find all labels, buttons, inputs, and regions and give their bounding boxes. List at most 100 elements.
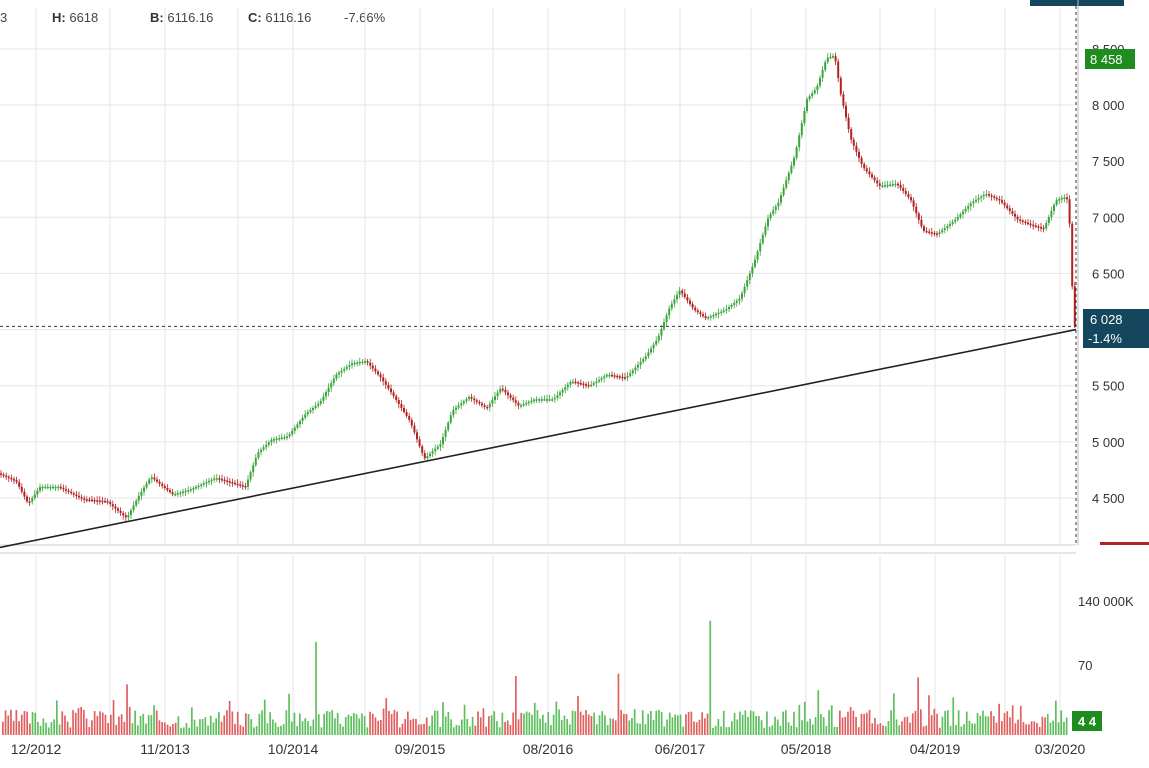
volume-bar: [496, 721, 498, 735]
volume-bar: [61, 711, 64, 735]
candle-body: [1066, 197, 1068, 200]
volume-bar: [466, 718, 469, 735]
candle-body: [772, 210, 775, 214]
volume-bar: [218, 712, 220, 735]
candle-body: [293, 427, 296, 431]
candle-body: [756, 251, 759, 260]
volume-bar: [868, 709, 871, 735]
volume-bar: [169, 726, 172, 735]
volume-bar: [118, 716, 120, 735]
volume-bar: [768, 726, 771, 735]
candle-body: [777, 202, 780, 207]
volume-bar: [363, 715, 366, 735]
candle-body: [598, 379, 600, 382]
candle-body: [1060, 197, 1063, 200]
volume-bar: [517, 719, 520, 735]
volume-bar: [982, 710, 984, 735]
candle-body: [288, 434, 291, 437]
candle-body: [512, 397, 515, 401]
candle-body: [618, 376, 621, 378]
volume-bar: [941, 716, 944, 735]
top-right-tab[interactable]: [1030, 0, 1124, 6]
candle-body: [548, 399, 551, 401]
candle-body: [845, 105, 847, 118]
candle-body: [405, 411, 408, 416]
candle-body: [585, 384, 587, 386]
candle-body: [920, 219, 923, 227]
volume-bar: [150, 715, 153, 735]
open-value-tail: 3: [0, 10, 8, 25]
price-badges: 4 4 8 458 6 028 -1.4%: [1072, 49, 1149, 731]
volume-bar: [558, 709, 560, 735]
volume-bar: [185, 723, 188, 735]
volume-bar: [83, 709, 85, 735]
volume-bar: [188, 727, 190, 735]
candle-body: [923, 226, 925, 231]
candle-body: [33, 494, 36, 498]
candle-body: [218, 478, 221, 480]
volume-bar: [53, 719, 55, 735]
candle-body: [1040, 226, 1042, 229]
volume-bar: [423, 723, 425, 735]
candle-body: [280, 437, 283, 440]
candle-body: [603, 376, 606, 379]
candle-body: [538, 399, 541, 401]
candle-body: [387, 384, 390, 389]
x-tick-label: 11/2013: [140, 741, 190, 757]
candle-body: [353, 362, 356, 365]
candle-body: [270, 439, 273, 443]
volume-bar: [812, 724, 814, 735]
candle-body: [816, 85, 819, 91]
volume-bar: [574, 711, 577, 735]
candle-body: [361, 361, 364, 364]
volume-bar: [979, 715, 982, 735]
candle-body: [873, 177, 876, 181]
volume-bar: [250, 719, 253, 735]
candle-body: [1008, 208, 1011, 212]
candle-body: [785, 180, 788, 188]
candle-body: [611, 374, 613, 377]
candle-body: [964, 208, 967, 212]
volume-bar: [450, 719, 452, 735]
candle-body: [509, 395, 512, 398]
volume-bar: [1001, 721, 1003, 735]
volume-bar: [88, 726, 91, 735]
volume-bar: [895, 719, 898, 735]
volume-bar: [801, 720, 803, 735]
volume-bar: [949, 725, 952, 735]
candle-body: [746, 280, 749, 287]
volume-bar: [344, 717, 347, 735]
volume-bar: [706, 713, 709, 735]
candle-body: [566, 384, 569, 388]
volume-bar: [242, 726, 244, 735]
volume-bar: [196, 726, 199, 735]
candle-body: [202, 483, 205, 485]
volume-bar: [1052, 720, 1054, 735]
volume-bar: [1014, 723, 1017, 735]
volume-bar: [393, 709, 396, 735]
volume-bar: [1006, 711, 1009, 735]
volume-bar: [763, 727, 766, 735]
candle-body: [959, 214, 962, 217]
candle-body: [871, 174, 873, 178]
candle-body: [439, 444, 442, 447]
candle-body: [795, 147, 798, 158]
volume-bar: [226, 710, 228, 735]
candle-body: [356, 362, 359, 364]
volume-bar: [749, 710, 752, 735]
volume-bar: [785, 710, 787, 735]
candle-body: [374, 368, 377, 372]
volume-bar: [56, 700, 58, 735]
volume-bar: [452, 727, 455, 735]
candle-body: [403, 407, 405, 412]
candle-body: [70, 491, 73, 494]
volume-bar: [436, 710, 439, 735]
volume-bar: [744, 710, 747, 735]
candle-body: [345, 366, 348, 369]
candle-body: [26, 496, 28, 502]
volume-bar: [704, 718, 706, 735]
candle-body: [192, 488, 195, 490]
candle-body: [741, 293, 743, 299]
x-tick-label: 06/2017: [655, 741, 706, 757]
